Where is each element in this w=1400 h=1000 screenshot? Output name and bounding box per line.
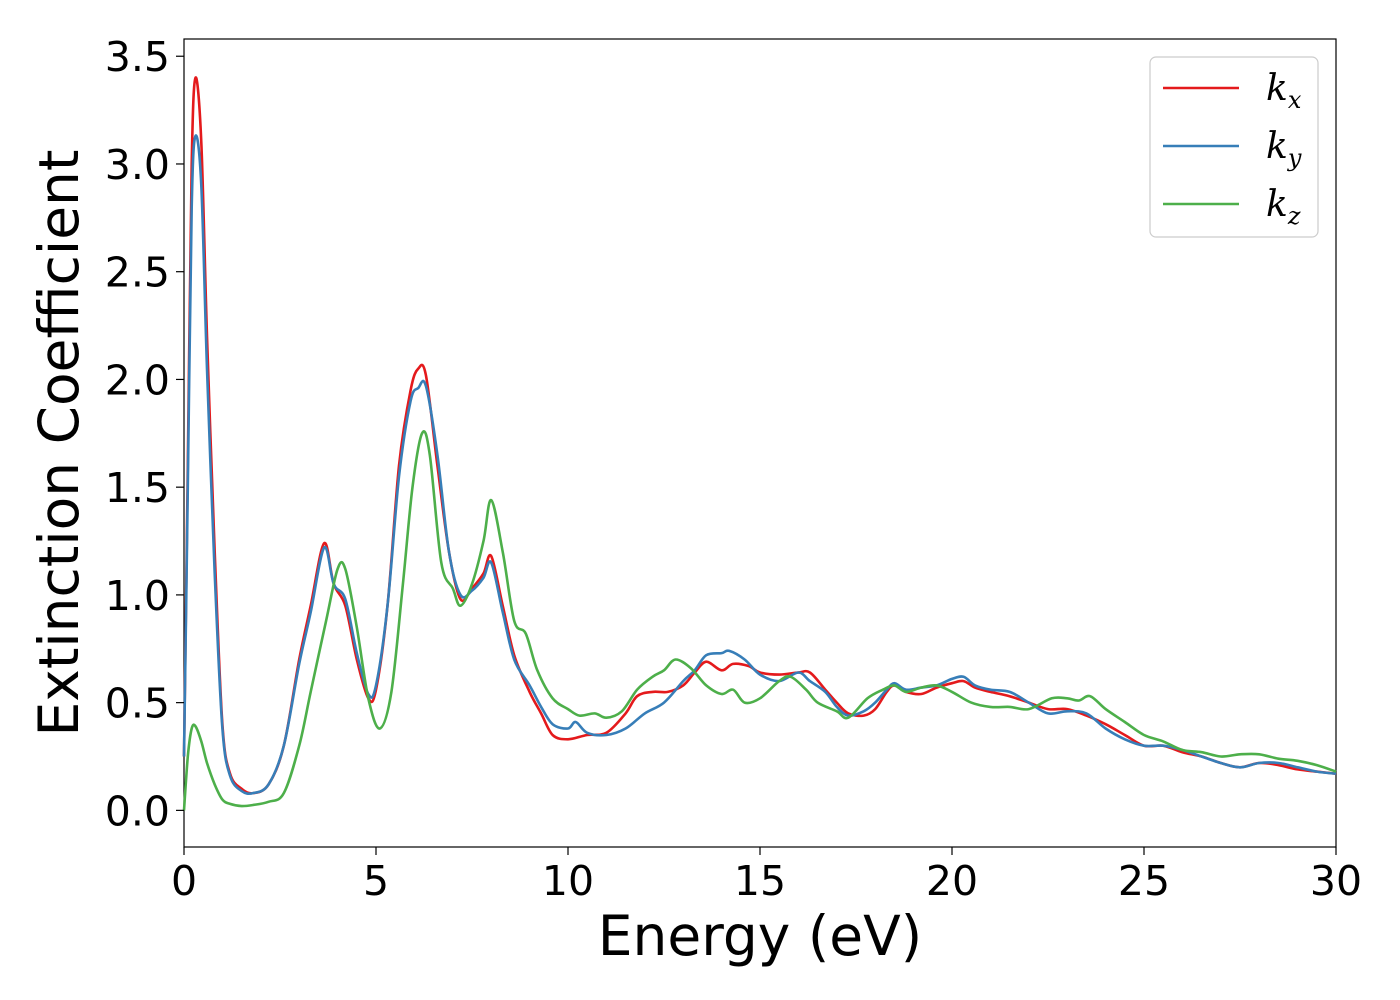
- y-tick-label: 3.5: [105, 33, 170, 81]
- x-tick-label: 15: [734, 857, 786, 905]
- y-tick-label: 2.5: [105, 249, 170, 297]
- x-tick-label: 20: [926, 857, 978, 905]
- x-tick-label: 0: [171, 857, 197, 905]
- y-tick-label: 2.0: [105, 356, 170, 404]
- x-axis-ticks: 0 5 10 15 20 25 30: [171, 847, 1362, 905]
- y-tick-label: 3.0: [105, 141, 170, 189]
- x-tick-label: 5: [363, 857, 389, 905]
- y-tick-label: 0.5: [105, 680, 170, 728]
- x-axis-title: Energy (eV): [598, 904, 922, 968]
- x-tick-label: 10: [542, 857, 594, 905]
- y-tick-label: 1.5: [105, 464, 170, 512]
- series-layer: [182, 76, 1337, 811]
- y-tick-label: 1.0: [105, 572, 170, 620]
- x-tick-label: 25: [1118, 857, 1170, 905]
- y-tick-label: 0.0: [105, 787, 170, 835]
- y-axis-title: Extinction Coefficient: [27, 150, 91, 737]
- series-line-kz: [182, 430, 1337, 811]
- y-axis-ticks: 0.0 0.5 1.0 1.5 2.0 2.5 3.0 3.5: [105, 33, 184, 835]
- x-tick-label: 30: [1310, 857, 1362, 905]
- series-line-ky: [182, 134, 1337, 795]
